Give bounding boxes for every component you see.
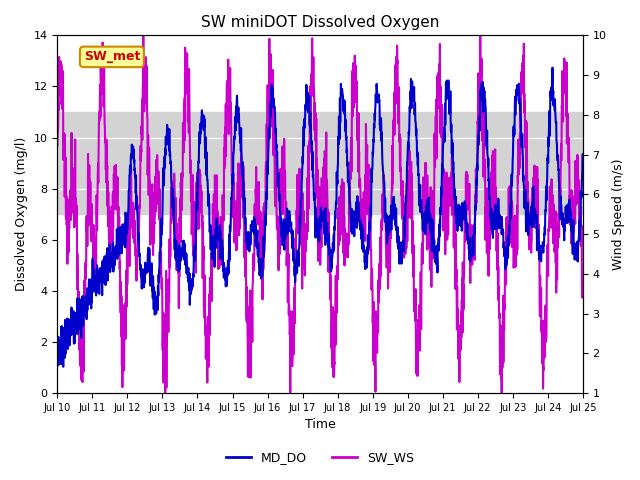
Bar <box>58 112 583 214</box>
Y-axis label: Wind Speed (m/s): Wind Speed (m/s) <box>612 158 625 270</box>
X-axis label: Time: Time <box>305 419 335 432</box>
Legend: MD_DO, SW_WS: MD_DO, SW_WS <box>221 446 419 469</box>
Title: SW miniDOT Dissolved Oxygen: SW miniDOT Dissolved Oxygen <box>201 15 439 30</box>
Y-axis label: Dissolved Oxygen (mg/l): Dissolved Oxygen (mg/l) <box>15 137 28 291</box>
Text: SW_met: SW_met <box>84 50 140 63</box>
